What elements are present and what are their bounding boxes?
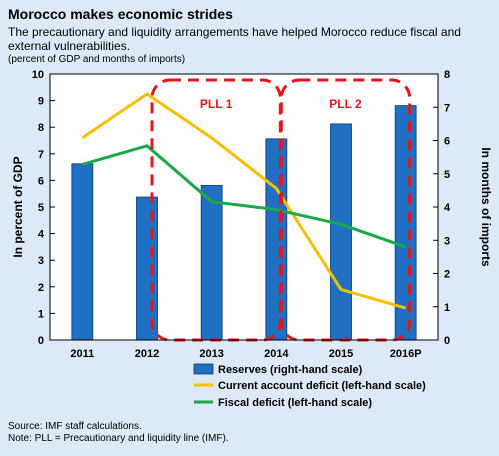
chart-units: (percent of GDP and months of imports)	[8, 54, 186, 65]
y2-tick-label: 5	[444, 169, 450, 181]
y-tick-label: 6	[38, 175, 44, 187]
reserves-bar	[265, 138, 288, 341]
y-tick-label: 9	[38, 96, 44, 108]
y-tick-label: 0	[38, 335, 44, 347]
pll-label-2: PLL 2	[329, 97, 362, 111]
chart-footnotes: Source: IMF staff calculations. Note: PL…	[8, 421, 229, 445]
y2-tick-label: 4	[444, 202, 451, 214]
reserves-bar	[330, 123, 352, 341]
y2-tick-label: 2	[444, 269, 450, 281]
y-axis-label: In percent of GDP	[11, 156, 25, 257]
x-tick-label: 2014	[264, 348, 289, 360]
y2-tick-label: 6	[444, 136, 450, 148]
chart-title: Morocco makes economic strides	[8, 6, 233, 22]
y2-tick-label: 1	[444, 302, 450, 314]
source-note: Source: IMF staff calculations.	[8, 421, 142, 432]
legend-label: Current account deficit (left-hand scale…	[218, 380, 426, 392]
fiscal-deficit-line	[81, 144, 407, 249]
legend-label: Fiscal deficit (left-hand scale)	[218, 397, 372, 409]
y-tick-label: 4	[38, 229, 45, 241]
abbreviation-note: Note: PLL = Precautionary and liquidity …	[8, 433, 229, 444]
x-tick-label: 2011	[70, 348, 94, 360]
legend-swatch-reserves	[193, 363, 214, 375]
x-tick-label: 2015	[329, 348, 353, 360]
y2-tick-label: 0	[444, 335, 450, 347]
y-tick-label: 10	[32, 69, 44, 81]
current-account-line	[81, 92, 407, 310]
y2-tick-label: 8	[444, 69, 450, 81]
y-tick-label: 5	[38, 202, 44, 214]
y2-axis-label: In months of imports	[479, 147, 493, 267]
chart-subtitle: The precautionary and liquidity arrangem…	[8, 25, 461, 53]
y-tick-label: 3	[38, 255, 44, 267]
x-tick-label: 2013	[199, 348, 223, 360]
x-tick-label: 2012	[135, 348, 159, 360]
pll-label-1: PLL 1	[200, 97, 233, 111]
legend-label: Reserves (right-hand scale)	[218, 364, 363, 376]
y-tick-label: 2	[38, 282, 44, 294]
y2-tick-label: 7	[444, 102, 450, 114]
y-tick-label: 1	[38, 308, 44, 320]
reserves-bar	[136, 196, 158, 341]
reserves-bar	[71, 163, 94, 341]
y-tick-label: 8	[38, 122, 44, 134]
y-tick-label: 7	[38, 149, 44, 161]
y2-tick-label: 3	[444, 235, 450, 247]
x-tick-label: 2016P	[390, 348, 422, 360]
reserves-bar	[200, 184, 223, 341]
